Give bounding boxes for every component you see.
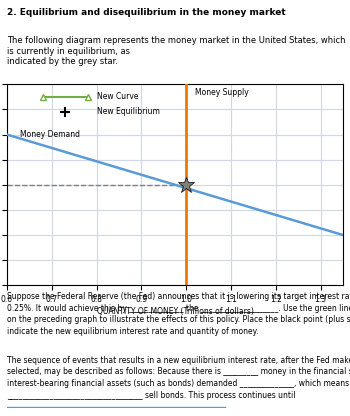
- Text: The sequence of events that results in a new equilibrium interest rate, after th: The sequence of events that results in a…: [7, 356, 350, 400]
- Text: New Curve: New Curve: [97, 92, 138, 102]
- Text: 2. Equilibrium and disequilibrium in the money market: 2. Equilibrium and disequilibrium in the…: [7, 8, 286, 17]
- Text: Suppose the Federal Reserve (the Fed) announces that it is lowering its target i: Suppose the Federal Reserve (the Fed) an…: [7, 292, 350, 336]
- Text: New Equilibrium: New Equilibrium: [97, 107, 160, 116]
- Text: Money Supply: Money Supply: [195, 88, 249, 97]
- Text: The following diagram represents the money market in the United States, which is: The following diagram represents the mon…: [7, 36, 345, 66]
- Text: Money Demand: Money Demand: [20, 130, 80, 139]
- X-axis label: QUANTITY OF MONEY (Trillions of dollars): QUANTITY OF MONEY (Trillions of dollars): [97, 307, 253, 316]
